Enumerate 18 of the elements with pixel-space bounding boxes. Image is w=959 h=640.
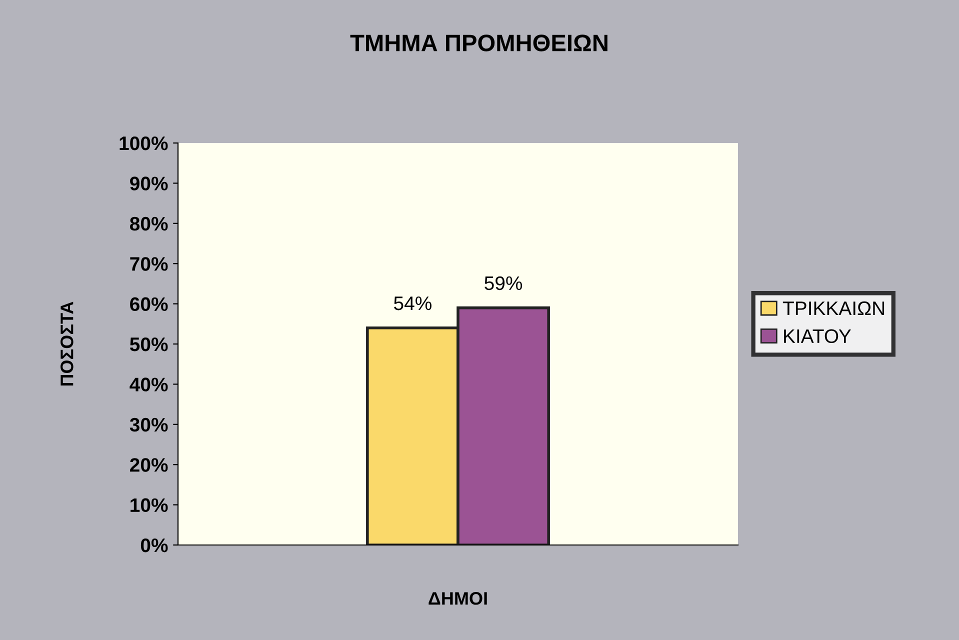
chart-title: ΤΜΗΜΑ ΠΡΟΜΗΘΕΙΩΝ [350,34,608,52]
y-tick-label: 30% [130,418,168,432]
data-label: 59% [484,276,522,290]
y-tick-label: 40% [130,378,168,392]
y-tick-label: 10% [130,498,168,512]
legend-label: ΚΙΑΤΟΥ [784,329,851,344]
data-label: 54% [394,296,432,310]
x-axis-title: ΔΗΜΟΙ [428,592,487,605]
y-tick-label: 50% [130,337,168,352]
y-axis-title: ΠΟΣΟΣΤΑ [60,302,74,386]
y-tick-label: 0% [140,538,168,552]
y-tick-label: 90% [130,176,168,190]
y-tick-label: 60% [130,297,168,312]
y-tick-label: 100% [120,136,168,150]
y-tick-label: 20% [130,458,168,472]
legend-label: ΤΡΙΚΚΑΙΩΝ [782,301,884,316]
y-tick-label: 80% [130,216,168,231]
y-tick-label: 70% [130,257,168,271]
